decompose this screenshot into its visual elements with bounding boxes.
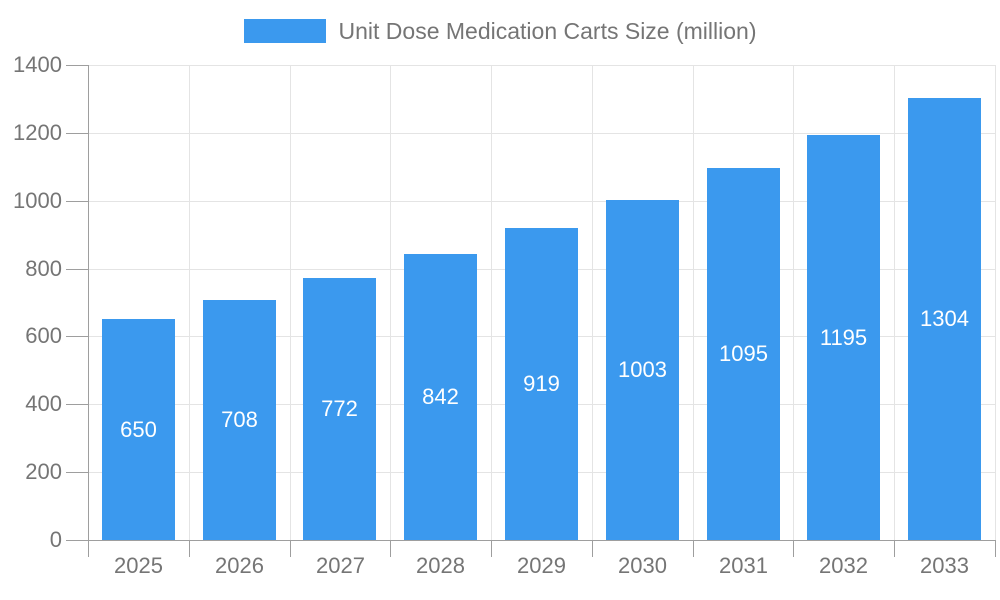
x-tick [390,540,391,557]
x-axis-label: 2026 [215,553,264,578]
x-axis-label: 2032 [819,553,868,578]
bar-value-label: 708 [221,407,258,432]
bar-value-label: 1195 [819,325,868,350]
x-tick [894,540,895,557]
bar-2028[interactable] [404,254,477,540]
bar-value-label: 650 [120,417,157,442]
x-tick [995,540,996,557]
y-axis-label: 0 [49,527,62,552]
legend-swatch [243,19,326,43]
gridline-v [894,65,895,540]
x-tick [189,540,190,557]
legend-label: Unit Dose Medication Carts Size (million… [338,17,757,44]
bar-2027[interactable] [303,278,376,540]
bar-value-label: 1304 [920,306,969,331]
x-axis-line [88,540,995,541]
legend[interactable]: Unit Dose Medication Carts Size (million… [0,14,1000,48]
bar-2025[interactable] [102,319,175,540]
y-axis-label: 1200 [13,120,62,145]
x-tick [693,540,694,557]
y-axis-label: 1400 [13,52,62,77]
bar-2032[interactable] [807,135,880,540]
y-tick [66,201,88,202]
y-axis-label: 1000 [13,188,62,213]
bar-value-label: 842 [422,384,459,409]
x-axis-label: 2030 [618,553,667,578]
gridline-v [693,65,694,540]
y-tick [66,269,88,270]
bar-2029[interactable] [505,228,578,540]
y-axis-line [88,65,89,540]
gridline-h [88,201,995,202]
gridline-v [995,65,996,540]
x-tick [290,540,291,557]
y-tick [66,404,88,405]
gridline-v [592,65,593,540]
y-axis-label: 800 [25,256,62,281]
x-tick [592,540,593,557]
y-axis-label: 600 [25,323,62,348]
y-tick [66,133,88,134]
x-axis-label: 2025 [114,553,163,578]
bar-value-label: 772 [321,396,358,421]
bar-2026[interactable] [203,300,276,540]
y-tick [66,540,88,541]
bar-value-label: 1095 [719,341,768,366]
y-axis-label: 200 [25,459,62,484]
y-tick [66,65,88,66]
bar-2031[interactable] [707,168,780,540]
x-tick [491,540,492,557]
gridline-h [88,65,995,66]
gridline-v [189,65,190,540]
bar-value-label: 1003 [618,357,667,382]
x-tick [793,540,794,557]
x-axis-label: 2031 [719,553,768,578]
x-axis-label: 2027 [316,553,365,578]
gridline-v [390,65,391,540]
y-tick [66,472,88,473]
gridline-h [88,133,995,134]
x-tick [88,540,89,557]
gridline-v [793,65,794,540]
gridline-v [491,65,492,540]
y-axis-label: 400 [25,391,62,416]
x-axis-label: 2029 [517,553,566,578]
x-axis-label: 2028 [416,553,465,578]
y-tick [66,336,88,337]
bar-2033[interactable] [908,98,981,540]
x-axis-label: 2033 [920,553,969,578]
gridline-v [290,65,291,540]
bar-2030[interactable] [606,200,679,540]
bar-value-label: 919 [523,371,560,396]
